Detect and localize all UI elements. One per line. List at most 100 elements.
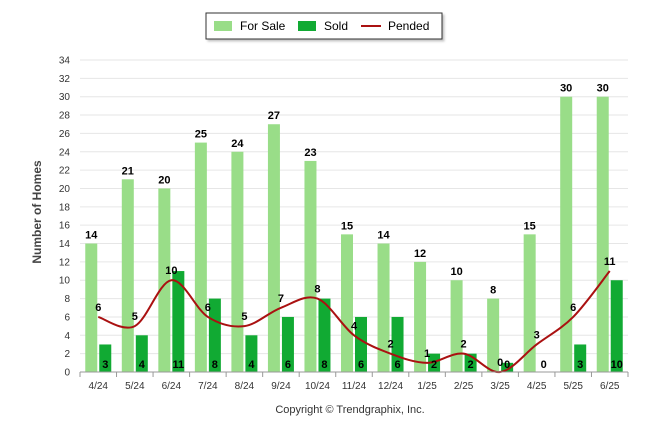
legend-label-for-sale: For Sale bbox=[240, 19, 286, 33]
x-tick-label: 5/25 bbox=[563, 381, 583, 392]
pended-value-label: 2 bbox=[461, 339, 467, 351]
for-sale-value-label: 10 bbox=[450, 266, 462, 278]
y-tick-label: 22 bbox=[59, 166, 71, 177]
y-tick-label: 24 bbox=[59, 147, 71, 158]
y-tick-label: 4 bbox=[64, 331, 70, 342]
sold-value-label: 6 bbox=[358, 359, 364, 371]
pended-value-label: 3 bbox=[534, 329, 540, 341]
sold-bar bbox=[428, 353, 441, 372]
y-tick-label: 8 bbox=[64, 294, 70, 305]
pended-value-label: 10 bbox=[165, 265, 177, 277]
sold-value-label: 6 bbox=[394, 359, 400, 371]
x-tick-label: 3/25 bbox=[490, 381, 510, 392]
sold-value-label: 11 bbox=[173, 359, 185, 371]
for-sale-value-label: 25 bbox=[195, 129, 207, 141]
for-sale-bar bbox=[304, 160, 317, 372]
sold-bar bbox=[355, 316, 367, 372]
sold-value-label: 0 bbox=[504, 359, 510, 371]
sold-value-label: 8 bbox=[212, 359, 218, 371]
x-tick-label: 12/24 bbox=[378, 381, 403, 392]
pended-value-label: 4 bbox=[351, 320, 358, 332]
legend-label-sold: Sold bbox=[324, 19, 348, 33]
for-sale-bar bbox=[523, 234, 536, 372]
for-sale-bar bbox=[121, 179, 134, 372]
y-tick-label: 6 bbox=[64, 312, 70, 323]
pended-value-label: 6 bbox=[570, 302, 576, 314]
y-tick-label: 14 bbox=[59, 239, 71, 250]
for-sale-value-label: 12 bbox=[414, 248, 426, 260]
sold-value-label: 8 bbox=[321, 359, 327, 371]
pended-value-label: 0 bbox=[497, 357, 503, 369]
sold-value-label: 0 bbox=[541, 359, 547, 371]
x-tick-label: 6/25 bbox=[600, 381, 620, 392]
for-sale-value-label: 15 bbox=[341, 220, 353, 232]
sold-value-label: 3 bbox=[577, 359, 583, 371]
for-sale-bar bbox=[341, 234, 353, 372]
for-sale-value-label: 14 bbox=[377, 230, 390, 242]
sold-bar bbox=[208, 298, 221, 372]
pended-value-label: 7 bbox=[278, 293, 284, 305]
y-tick-label: 34 bbox=[59, 56, 71, 67]
x-tick-label: 7/24 bbox=[198, 381, 218, 392]
legend-swatch-sold bbox=[298, 21, 316, 31]
for-sale-value-label: 27 bbox=[268, 110, 280, 122]
y-axis-title: Number of Homes bbox=[30, 160, 44, 264]
y-tick-label: 12 bbox=[59, 257, 71, 268]
legend-box bbox=[205, 12, 443, 40]
for-sale-bar bbox=[487, 298, 500, 372]
x-tick-label: 4/25 bbox=[527, 381, 547, 392]
pended-value-label: 11 bbox=[604, 256, 616, 268]
sold-bar bbox=[501, 362, 514, 372]
x-axis: 4/24 5/24 6/24 7/24 8/24 9/24 10/24 11/24 12/24 1… bbox=[79, 371, 629, 392]
x-tick-label: 10/24 bbox=[305, 381, 330, 392]
x-tick-label: 9/24 bbox=[271, 381, 291, 392]
x-tick-label: 11/24 bbox=[342, 381, 367, 392]
for-sale-value-label: 30 bbox=[597, 83, 609, 95]
legend: For Sale Sold Pended bbox=[205, 12, 443, 40]
copyright-text: Copyright © Trendgraphix, Inc. bbox=[275, 404, 424, 416]
x-tick-label: 5/24 bbox=[125, 381, 145, 392]
y-tick-label: 16 bbox=[59, 221, 71, 232]
pended-value-label: 5 bbox=[132, 311, 138, 323]
sold-bar bbox=[135, 335, 148, 372]
grid-lines bbox=[80, 59, 628, 373]
for-sale-bar bbox=[85, 243, 98, 372]
sold-value-label: 4 bbox=[139, 359, 146, 371]
sold-bar bbox=[245, 335, 258, 372]
sold-bar bbox=[172, 271, 185, 372]
sold-value-label: 6 bbox=[285, 359, 291, 371]
for-sale-value-label: 23 bbox=[304, 147, 316, 159]
for-sale-value-label: 15 bbox=[524, 220, 536, 232]
x-tick-label: 8/24 bbox=[235, 381, 255, 392]
for-sale-bar bbox=[267, 124, 280, 372]
pended-value-label: 2 bbox=[387, 339, 393, 351]
x-tick-label: 6/24 bbox=[162, 381, 182, 392]
pended-value-label: 5 bbox=[241, 311, 247, 323]
for-sale-value-label: 20 bbox=[158, 174, 170, 186]
for-sale-bar bbox=[158, 188, 171, 372]
pended-line-path bbox=[97, 270, 611, 374]
pended-value-label: 8 bbox=[314, 284, 320, 296]
sold-bar bbox=[318, 298, 331, 372]
for-sale-bar bbox=[450, 280, 463, 372]
y-tick-label: 0 bbox=[64, 368, 70, 379]
pended-value-label: 1 bbox=[424, 348, 430, 360]
for-sale-bar bbox=[194, 142, 207, 372]
bars bbox=[85, 96, 623, 373]
sold-bar bbox=[99, 344, 112, 372]
pended-line bbox=[97, 270, 611, 374]
legend-label-pended: Pended bbox=[388, 19, 429, 33]
x-tick-label: 4/24 bbox=[89, 381, 109, 392]
x-tick-label: 2/25 bbox=[454, 381, 474, 392]
y-tick-label: 20 bbox=[59, 184, 71, 195]
for-sale-value-label: 24 bbox=[231, 138, 244, 150]
for-sale-value-label: 21 bbox=[122, 165, 134, 177]
pended-value-label: 6 bbox=[95, 302, 101, 314]
for-sale-bar bbox=[231, 151, 244, 372]
for-sale-value-label: 30 bbox=[560, 83, 572, 95]
for-sale-bar bbox=[377, 243, 390, 372]
for-sale-bar bbox=[560, 96, 573, 373]
y-tick-label: 10 bbox=[59, 276, 71, 287]
y-tick-label: 18 bbox=[59, 202, 71, 213]
